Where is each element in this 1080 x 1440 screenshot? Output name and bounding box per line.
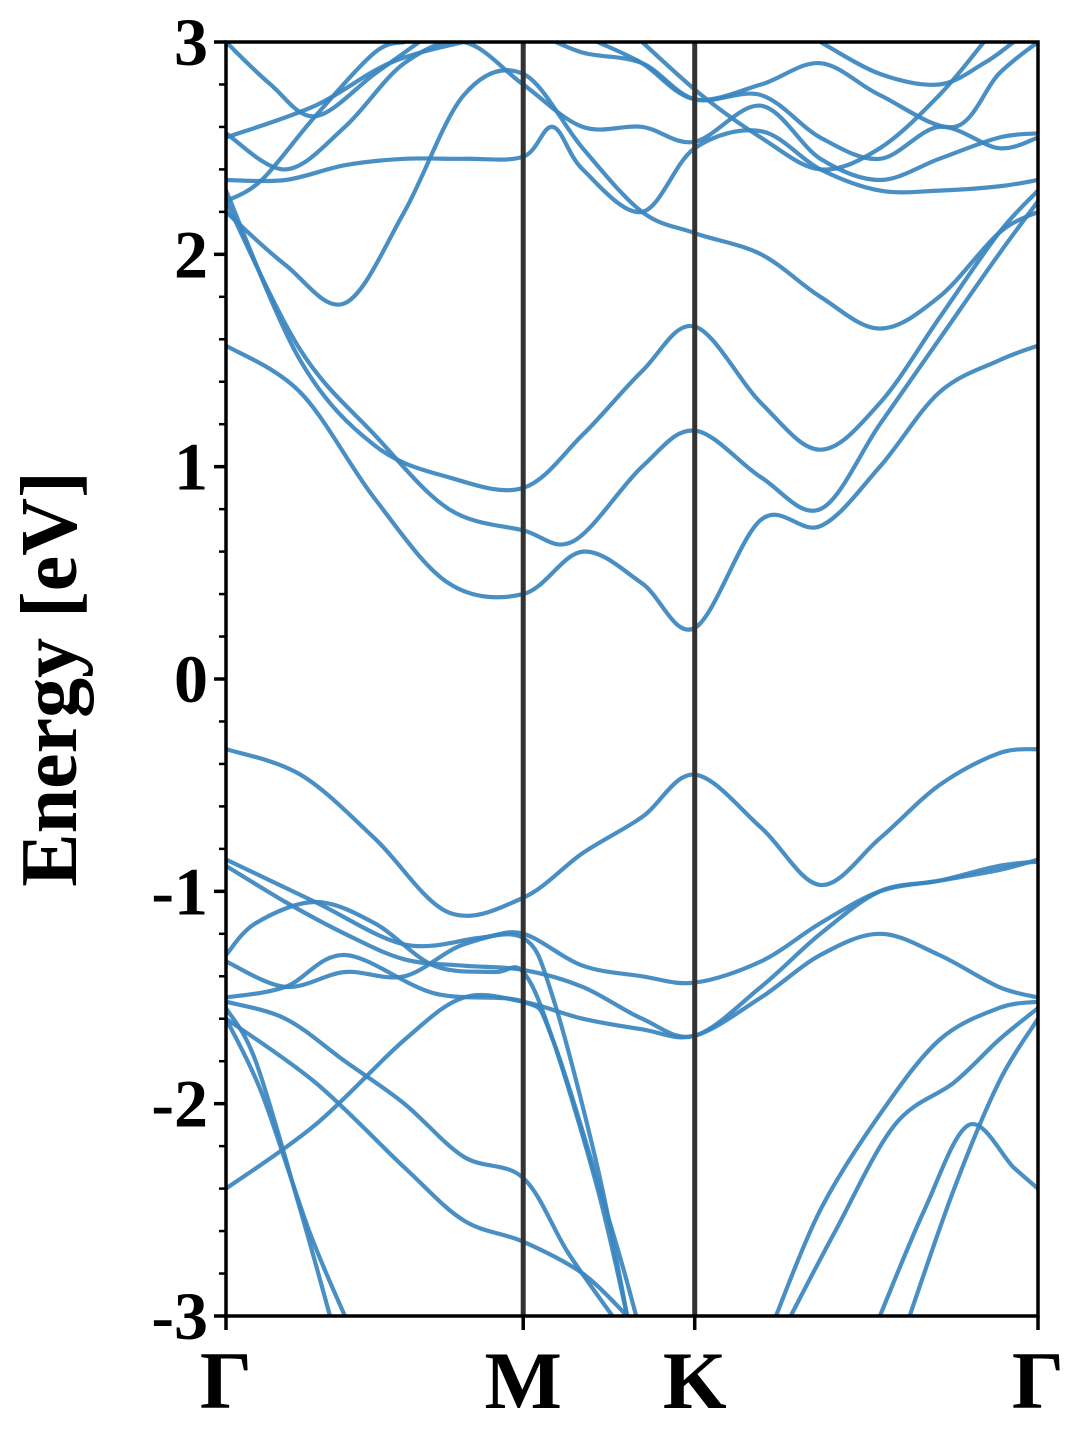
y-tick-label: -2	[151, 1066, 208, 1142]
band-line-14	[877, 1122, 1038, 1316]
y-axis-ticks: 3 2 1 0 -1 -2 -3	[151, 4, 226, 1354]
band-line-16	[226, 343, 1038, 632]
band-line-3	[226, 859, 1038, 1039]
high-symmetry-lines	[520, 42, 698, 1316]
y-tick-label: -1	[151, 853, 208, 929]
x-tick-label: M	[485, 1335, 562, 1426]
y-tick-label: 0	[174, 641, 208, 717]
band-line-18	[226, 188, 1038, 493]
band-line-8	[226, 999, 615, 1316]
band-line-24	[226, 42, 407, 204]
band-line-15	[907, 1016, 1038, 1316]
band-line-21	[226, 42, 1038, 183]
band-line-20	[226, 124, 1038, 215]
band-line-7	[226, 931, 1038, 1191]
y-tick-label: -3	[151, 1278, 208, 1354]
band-line-19	[226, 68, 1038, 331]
band-line-12	[788, 1006, 1038, 1316]
y-axis-title: Energy [eV]	[6, 471, 94, 886]
band-line-27	[640, 42, 986, 172]
x-tick-label: K	[663, 1335, 727, 1426]
band-line-1	[226, 747, 1038, 918]
x-tick-label: Γ	[1012, 1335, 1064, 1426]
band-line-9	[226, 1016, 630, 1316]
band-line-2	[226, 857, 1038, 986]
band-line-25	[595, 42, 1038, 130]
band-line-26	[818, 42, 1016, 87]
band-line-11	[226, 1016, 347, 1316]
y-tick-label: 3	[174, 4, 208, 80]
y-tick-label: 1	[174, 429, 208, 505]
band-line-5	[226, 932, 630, 1316]
x-tick-label: Γ	[200, 1335, 252, 1426]
y-tick-label: 2	[174, 216, 208, 292]
band-line-17	[226, 199, 1038, 547]
band-line-13	[773, 999, 1038, 1316]
band-lines	[226, 42, 1038, 1316]
plot-frame	[224, 40, 1040, 1318]
